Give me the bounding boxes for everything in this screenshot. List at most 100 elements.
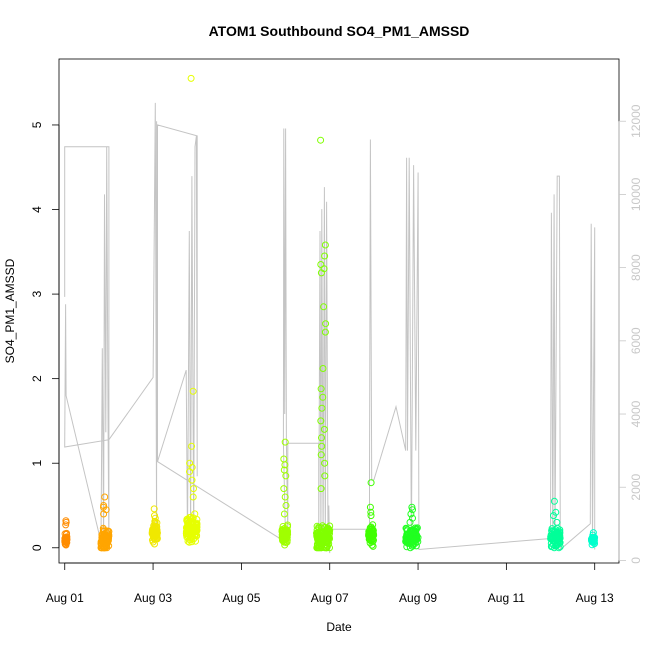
data-point <box>369 542 377 550</box>
data-point <box>151 529 159 537</box>
data-point <box>317 136 325 144</box>
data-point <box>183 515 191 523</box>
data-point <box>282 472 290 480</box>
data-point <box>321 252 329 260</box>
data-point <box>318 404 326 412</box>
data-point <box>100 510 108 518</box>
data-point <box>190 485 197 493</box>
data-point <box>550 512 557 520</box>
data-point <box>315 523 323 531</box>
data-point <box>320 303 328 311</box>
data-point <box>99 537 107 545</box>
x-axis: Aug 01 Aug 03 Aug 05 Aug 07 Aug 09 Aug 11 Aug … <box>46 562 614 605</box>
altitude-layer <box>64 102 596 554</box>
data-point <box>321 241 329 249</box>
data-point <box>63 536 70 544</box>
data-point <box>317 534 325 542</box>
data-point <box>589 531 597 539</box>
data-point <box>150 534 158 542</box>
data-point <box>366 534 374 542</box>
data-point <box>62 518 70 526</box>
x-tick-label: Aug 07 <box>311 591 349 605</box>
data-point <box>101 493 109 501</box>
x-tick-label: Aug 13 <box>576 591 614 605</box>
data-point <box>280 485 288 493</box>
data-point <box>151 514 159 522</box>
data-point <box>367 508 375 516</box>
data-point <box>321 459 329 467</box>
y-tick-label: 0 <box>30 544 44 551</box>
data-point <box>547 531 555 539</box>
data-point <box>283 529 291 537</box>
data-point <box>190 528 197 536</box>
data-point <box>553 518 561 526</box>
y-tick-label: 1 <box>30 460 44 467</box>
y-axis: 0 1 2 3 4 5 <box>30 121 60 551</box>
data-point <box>317 261 325 268</box>
data-point <box>550 497 558 505</box>
altitude-line <box>64 102 596 554</box>
chart-title: ATOM1 Southbound SO4_PM1_AMSSD <box>209 23 470 39</box>
data-point <box>556 528 564 536</box>
data-point <box>317 451 325 459</box>
data-point <box>282 502 290 509</box>
data-point <box>187 74 195 82</box>
y-tick-label: 3 <box>30 290 44 297</box>
x-tick-label: Aug 11 <box>488 591 525 605</box>
data-point <box>366 503 374 511</box>
data-point <box>317 485 325 493</box>
data-point <box>319 365 327 372</box>
data-point <box>403 537 411 545</box>
data-point <box>321 472 329 480</box>
data-point <box>63 529 71 537</box>
plot-frame <box>58 58 620 564</box>
y-axis-label: SO4_PM1_AMSSD <box>3 258 17 363</box>
data-point <box>189 493 197 501</box>
data-point <box>318 434 325 442</box>
data-point <box>189 387 197 395</box>
data-point <box>367 523 375 531</box>
data-point <box>322 320 330 328</box>
data-point <box>589 529 597 537</box>
y-tick-label: 5 <box>30 121 44 128</box>
data-point <box>547 543 555 551</box>
data-point <box>319 393 327 401</box>
data-point <box>317 269 325 277</box>
y-tick-label: 2 <box>30 375 44 382</box>
data-point <box>367 512 375 520</box>
data-point <box>319 522 326 530</box>
data-point <box>317 385 325 393</box>
x-tick-label: Aug 03 <box>134 591 172 605</box>
x-tick-label: Aug 09 <box>399 591 437 605</box>
data-point <box>411 524 419 532</box>
data-point <box>407 510 415 518</box>
y2-axis: 0 2000 4000 6000 8000 10000 12000 <box>618 104 643 564</box>
data-point <box>413 524 421 532</box>
y2-tick-label: 6000 <box>629 327 643 354</box>
data-point <box>281 438 289 446</box>
data-point <box>317 417 325 425</box>
data-point <box>152 525 160 533</box>
data-point <box>280 510 288 518</box>
data-point <box>186 468 193 476</box>
y2-tick-label: 2000 <box>629 474 643 501</box>
data-point <box>321 328 329 336</box>
y2-tick-label: 0 <box>629 557 643 564</box>
data-point <box>552 526 560 534</box>
y2-tick-label: 10000 <box>629 177 643 211</box>
data-point <box>318 442 326 450</box>
y-tick-label: 4 <box>30 206 44 213</box>
data-point <box>193 516 201 523</box>
x-tick-label: Aug 01 <box>46 591 84 605</box>
data-point <box>550 537 558 545</box>
data-point <box>321 533 329 541</box>
data-point <box>281 531 289 539</box>
data-point <box>153 535 161 543</box>
y2-tick-label: 8000 <box>629 254 643 281</box>
x-tick-label: Aug 05 <box>222 591 260 605</box>
data-point <box>367 531 375 539</box>
data-point <box>188 442 196 450</box>
data-point <box>316 544 324 552</box>
x-axis-label: Date <box>326 620 352 634</box>
